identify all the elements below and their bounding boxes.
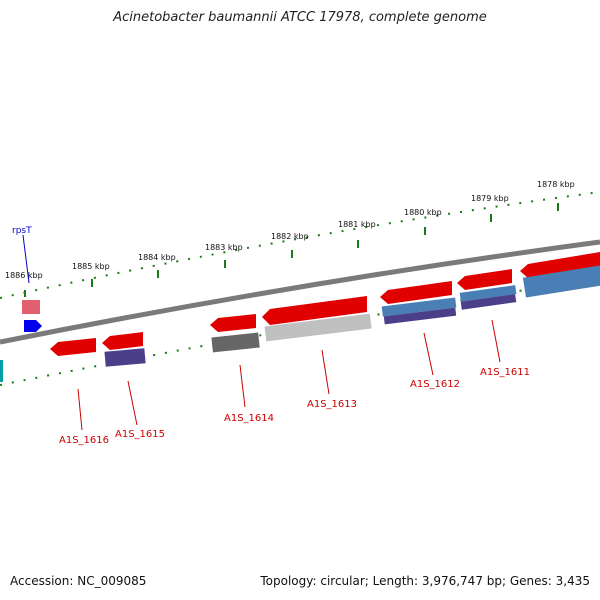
label-A1S_1615: A1S_1615: [115, 429, 165, 440]
tick-label-1878: 1878 kbp: [537, 180, 575, 189]
tick-label-1882: 1882 kbp: [271, 232, 309, 241]
gene-labels: A1S_1616 A1S_1615 A1S_1614 A1S_1613 A1S_…: [59, 367, 530, 446]
feature-1611-purple: [460, 294, 517, 310]
gene-rpsT: rpsT: [12, 226, 42, 332]
label-line-1614: [239, 364, 246, 408]
cds-arrow-right-top: [520, 252, 600, 278]
label-A1S_1614: A1S_1614: [224, 413, 274, 424]
tick-label-1884: 1884 kbp: [138, 253, 176, 262]
feature-1611-blue: [459, 285, 517, 302]
label-A1S_1613: A1S_1613: [307, 399, 357, 410]
feature-1612-blue: [381, 297, 457, 317]
gene-rpsT-rna-box: [22, 300, 40, 314]
rpsT-label-line: [22, 234, 30, 284]
gene-label-lines: [77, 319, 501, 431]
cds-arrow-1612-top: [380, 281, 452, 304]
cds-arrow-1615: [102, 332, 143, 350]
cds-arrow-1616: [50, 338, 96, 356]
outer-tick-ring: [0, 191, 600, 299]
feature-1614-gray: [211, 332, 260, 353]
map-title: Acinetobacter baumannii ATCC 17978, comp…: [113, 10, 487, 25]
label-A1S_1616: A1S_1616: [59, 435, 109, 446]
label-A1S_1611: A1S_1611: [480, 367, 530, 378]
label-A1S_1612: A1S_1612: [410, 379, 460, 390]
feature-right-blue: [522, 265, 600, 298]
inner-tick-ring: [0, 277, 600, 386]
feature-left-edge: [0, 360, 3, 382]
feature-1612-purple: [383, 307, 457, 325]
accession-text: Accession: NC_009085: [10, 574, 147, 588]
label-line-1611: [491, 319, 501, 363]
tick-label-1879: 1879 kbp: [471, 194, 509, 203]
cds-arrow-1611-top: [457, 269, 512, 290]
tick-label-1886: 1886 kbp: [5, 271, 43, 280]
tick-label-1885: 1885 kbp: [72, 262, 110, 271]
tick-label-1883: 1883 kbp: [205, 243, 243, 252]
label-line-1612: [423, 332, 434, 376]
label-line-1615: [127, 380, 138, 426]
label-line-1616: [77, 388, 83, 431]
genome-backbone: [0, 239, 600, 345]
cds-arrow-1614-top: [210, 314, 256, 332]
gene-rpsT-arrow: [24, 320, 42, 332]
feature-1613-lightgray: [264, 313, 372, 342]
genome-summary-text: Topology: circular; Length: 3,976,747 bp…: [260, 574, 590, 588]
ticks-group: 1886 kbp 1885 kbp 1884 kbp 1883 kbp 1882…: [5, 180, 575, 297]
label-line-1613: [321, 349, 330, 395]
rpsT-label: rpsT: [12, 226, 32, 236]
tick-label-1881: 1881 kbp: [338, 220, 376, 229]
top-strand-features: [210, 252, 600, 332]
tick-label-1880: 1880 kbp: [404, 208, 442, 217]
bottom-strand-features: [0, 265, 600, 382]
feature-1615-purple: [104, 348, 146, 367]
cds-arrow-1613-top: [262, 296, 367, 325]
